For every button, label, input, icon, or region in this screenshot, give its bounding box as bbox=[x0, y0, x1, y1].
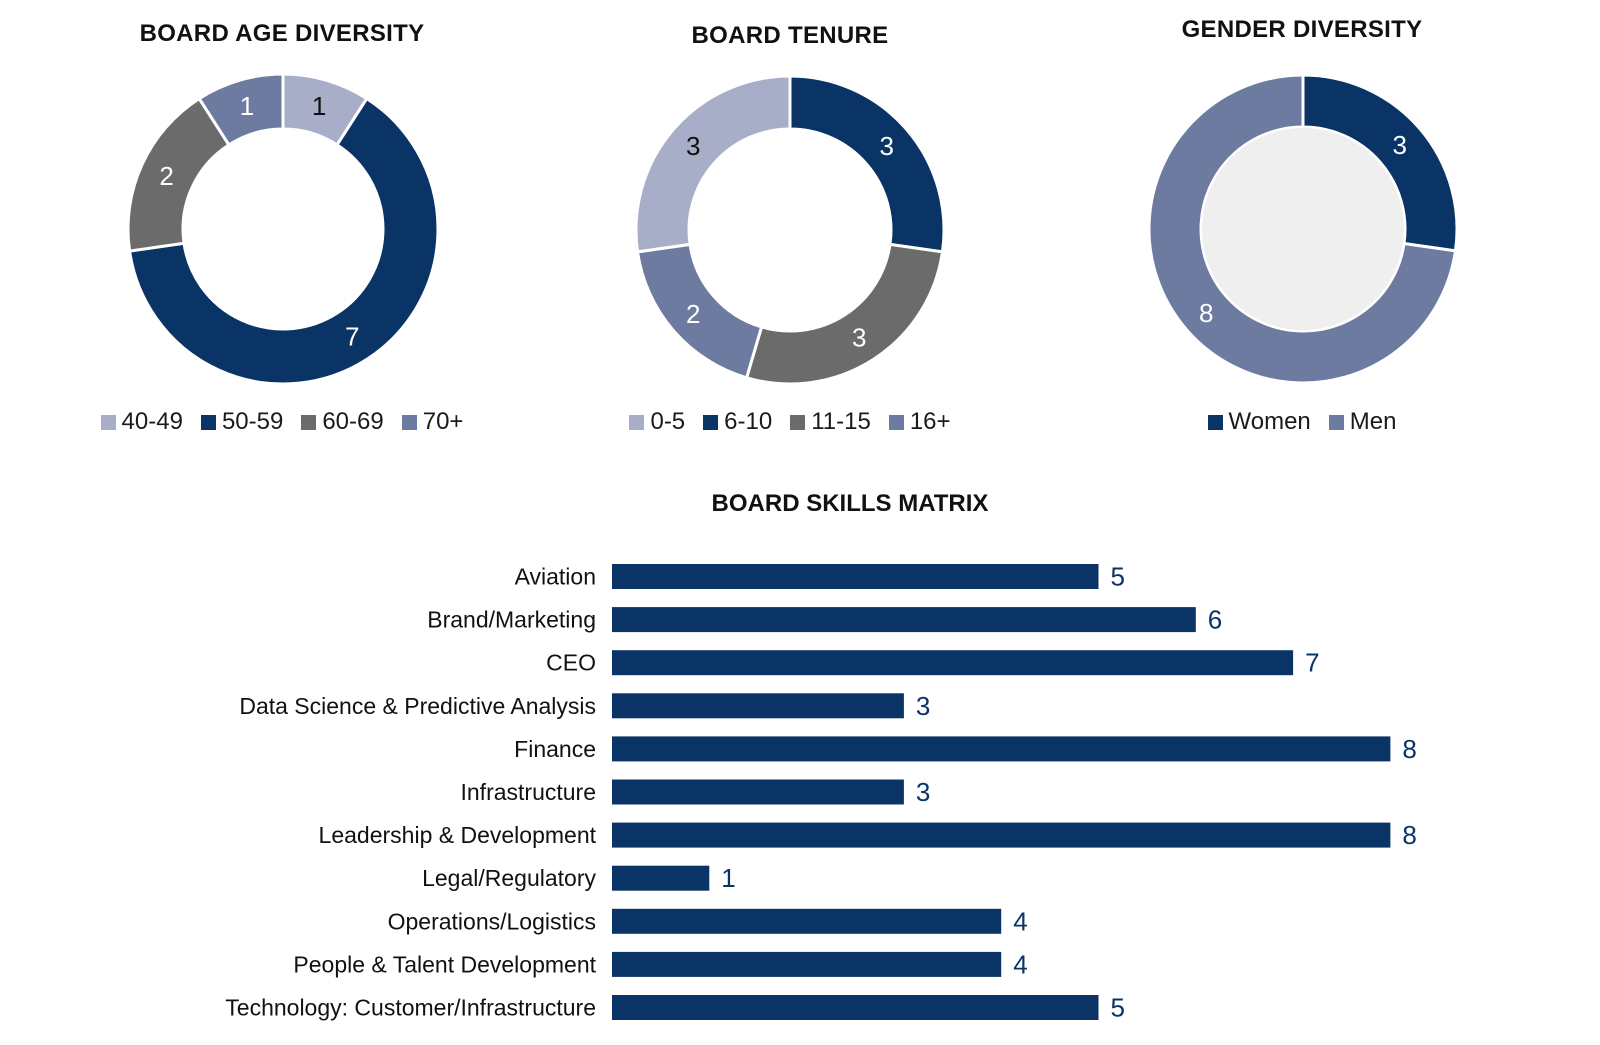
legend-label: 60-69 bbox=[322, 408, 384, 435]
bar-value-label: 4 bbox=[1013, 906, 1027, 936]
legend-swatch bbox=[301, 414, 317, 430]
legend-label: 16+ bbox=[909, 408, 951, 435]
skills-matrix-title: BOARD SKILLS MATRIX bbox=[711, 490, 989, 517]
legend-item-11-15: 11-15 bbox=[790, 408, 871, 436]
tenure-chart: BOARD TENURE 3 3 2 3 0-5 6-10 11-15 16+ bbox=[530, 0, 1050, 460]
legend-item-0-5: 0-5 bbox=[629, 408, 685, 436]
legend-item-6-10: 6-10 bbox=[703, 408, 772, 436]
donut-data-label: 2 bbox=[686, 299, 700, 329]
bar-operations-logistics bbox=[612, 908, 1002, 934]
legend-item-men: Men bbox=[1328, 408, 1397, 436]
bar-category-label: CEO bbox=[546, 650, 596, 676]
legend-swatch bbox=[200, 414, 216, 430]
legend-label: Men bbox=[1349, 408, 1397, 435]
donut-data-label: 2 bbox=[159, 161, 173, 191]
bar-finance bbox=[612, 736, 1391, 762]
donut-slice-0-5 bbox=[634, 74, 792, 254]
donut-data-label: 8 bbox=[1199, 298, 1213, 328]
bar-technology-customer-infrastructure bbox=[612, 995, 1099, 1020]
bar-category-label: Data Science & Predictive Analysis bbox=[239, 693, 596, 719]
legend-swatch bbox=[703, 414, 719, 430]
tenure-legend: 0-5 6-10 11-15 16+ bbox=[530, 408, 1050, 436]
age-diversity-legend: 40-49 50-59 60-69 70+ bbox=[22, 408, 542, 436]
donut-data-label: 3 bbox=[852, 323, 866, 353]
legend-item-50-59: 50-59 bbox=[200, 408, 284, 436]
bar-value-label: 5 bbox=[1111, 562, 1125, 592]
bar-value-label: 3 bbox=[916, 777, 930, 807]
bar-category-label: Leadership & Development bbox=[319, 822, 597, 848]
donut-slice-70 bbox=[197, 72, 285, 147]
bar-brand-marketing bbox=[612, 607, 1196, 633]
bar-category-label: Operations/Logistics bbox=[388, 908, 596, 934]
bar-ceo bbox=[612, 650, 1294, 676]
bar-legal-regulatory bbox=[612, 865, 710, 891]
bar-infrastructure bbox=[612, 779, 904, 805]
donut-slice-11-15 bbox=[744, 242, 945, 386]
bar-aviation bbox=[612, 564, 1099, 589]
legend-item-women: Women bbox=[1207, 408, 1311, 436]
bar-value-label: 3 bbox=[916, 691, 930, 721]
donut-slice-men bbox=[1147, 73, 1458, 385]
donut-data-label: 1 bbox=[240, 91, 254, 121]
donut-hole bbox=[1202, 128, 1404, 330]
bar-value-label: 8 bbox=[1402, 820, 1416, 850]
legend-swatch bbox=[888, 414, 904, 430]
legend-swatch bbox=[1328, 414, 1344, 430]
bar-value-label: 4 bbox=[1013, 949, 1027, 979]
bar-data-science-predictive-analysis bbox=[612, 693, 904, 719]
bar-value-label: 1 bbox=[721, 863, 735, 893]
donut-slice-women bbox=[1301, 73, 1459, 253]
donut-hole bbox=[690, 130, 890, 330]
bar-category-label: Legal/Regulatory bbox=[422, 865, 596, 891]
donut-data-label: 3 bbox=[1393, 130, 1407, 160]
bar-category-label: Infrastructure bbox=[461, 779, 597, 805]
legend-label: 40-49 bbox=[121, 408, 183, 435]
bar-category-label: Finance bbox=[514, 736, 596, 762]
donut-hole bbox=[184, 130, 382, 328]
legend-swatch bbox=[790, 414, 806, 430]
legend-label: 0-5 bbox=[650, 408, 686, 435]
bar-value-label: 8 bbox=[1402, 734, 1416, 764]
legend-item-70: 70+ bbox=[401, 408, 464, 436]
gender-legend: Women Men bbox=[1042, 408, 1562, 436]
age-diversity-title: BOARD AGE DIVERSITY bbox=[139, 20, 425, 47]
bar-category-label: Aviation bbox=[515, 564, 596, 590]
legend-label: 50-59 bbox=[221, 408, 284, 435]
bar-category-label: Technology: Customer/Infrastructure bbox=[225, 995, 596, 1021]
donut-data-label: 3 bbox=[880, 131, 894, 161]
bar-category-label: People & Talent Development bbox=[293, 951, 596, 977]
legend-swatch bbox=[401, 414, 417, 430]
gender-diversity-title: GENDER DIVERSITY bbox=[1181, 16, 1423, 43]
donut-data-label: 3 bbox=[686, 131, 700, 161]
tenure-donut: 3 3 2 3 bbox=[634, 74, 946, 386]
bar-value-label: 6 bbox=[1208, 605, 1222, 635]
legend-swatch bbox=[629, 414, 645, 430]
legend-label: 11-15 bbox=[811, 408, 871, 435]
bar-category-label: Brand/Marketing bbox=[427, 607, 596, 633]
donut-slice-6-10 bbox=[788, 74, 946, 254]
gender-donut: 38 bbox=[1147, 73, 1459, 385]
legend-item-16: 16+ bbox=[888, 408, 951, 436]
bar-value-label: 7 bbox=[1305, 648, 1319, 678]
legend-item-60-69: 60-69 bbox=[301, 408, 384, 436]
bar-people-talent-development bbox=[612, 951, 1002, 977]
legend-swatch bbox=[1207, 414, 1223, 430]
legend-label: 70+ bbox=[422, 408, 464, 435]
donut-slice-50-59 bbox=[127, 96, 440, 386]
donut-data-label: 1 bbox=[312, 91, 326, 121]
legend-label: 6-10 bbox=[724, 408, 773, 435]
bar-leadership-development bbox=[612, 822, 1391, 848]
legend-swatch bbox=[100, 414, 116, 430]
bar-value-label: 5 bbox=[1111, 993, 1125, 1023]
tenure-title: BOARD TENURE bbox=[691, 22, 889, 49]
legend-item-40-49: 40-49 bbox=[100, 408, 183, 436]
legend-label: Women bbox=[1228, 408, 1311, 435]
donut-data-label: 7 bbox=[345, 322, 359, 352]
